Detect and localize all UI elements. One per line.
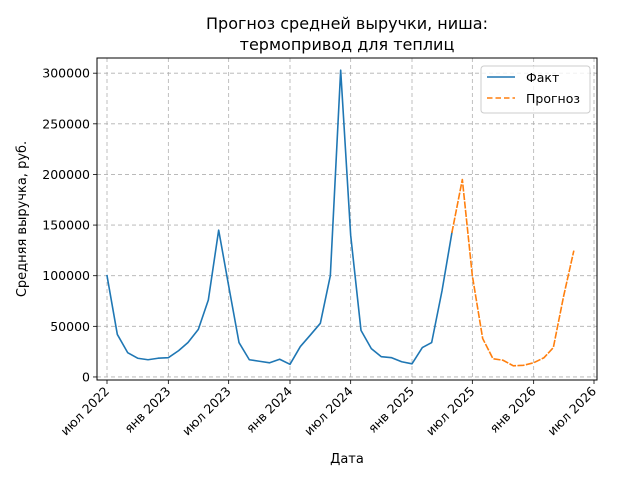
legend-label-forecast: Прогноз bbox=[526, 91, 580, 106]
y-tick-label: 50000 bbox=[50, 319, 90, 334]
y-tick-label: 250000 bbox=[42, 116, 90, 131]
y-tick-label: 200000 bbox=[42, 167, 90, 182]
series-line-forecast bbox=[451, 178, 575, 367]
chart-title-line-2: термопривод для теплиц bbox=[240, 35, 455, 54]
series-line-fact bbox=[106, 69, 453, 366]
y-tick-label: 150000 bbox=[42, 218, 90, 233]
legend-label-fact: Факт bbox=[526, 70, 559, 85]
y-tick-label: 100000 bbox=[42, 268, 90, 283]
legend: Факт Прогноз bbox=[480, 65, 591, 114]
plot-frame bbox=[96, 57, 598, 381]
x-axis-label: Дата bbox=[330, 452, 364, 467]
y-tick-label: 0 bbox=[82, 369, 90, 384]
y-axis-label: Средняя выручка, руб. bbox=[15, 141, 30, 297]
series-layer bbox=[106, 69, 575, 367]
chart-title-line-1: Прогноз средней выручки, ниша: bbox=[206, 14, 488, 33]
y-tick-label: 300000 bbox=[42, 66, 90, 81]
y-axis-ticks: 0 50000 100000 150000 200000 250000 300000 bbox=[42, 66, 97, 384]
